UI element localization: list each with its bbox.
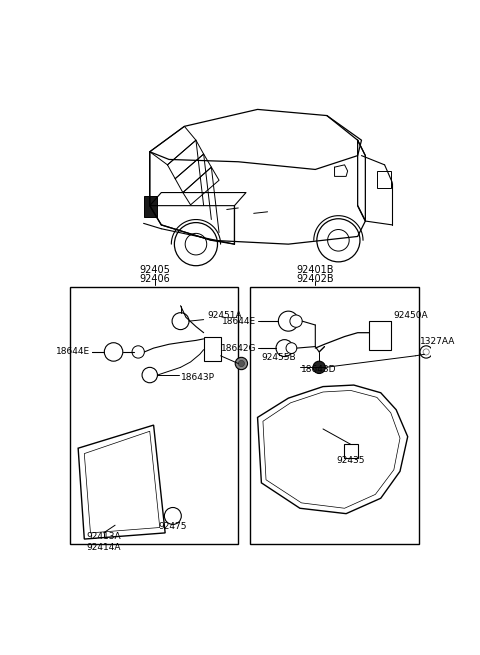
Circle shape	[185, 233, 207, 255]
Circle shape	[313, 361, 325, 373]
Text: 92401B: 92401B	[297, 265, 334, 274]
Circle shape	[286, 343, 297, 354]
Circle shape	[132, 346, 144, 358]
Text: 92405: 92405	[140, 265, 170, 274]
Text: 92475: 92475	[158, 522, 187, 531]
Bar	[71, 286, 238, 544]
Bar	[250, 286, 419, 544]
Bar	[344, 444, 358, 458]
Circle shape	[278, 311, 299, 331]
Text: 92451A: 92451A	[207, 311, 242, 320]
Text: 92455B: 92455B	[262, 353, 296, 362]
Text: 92413A
92414A: 92413A 92414A	[86, 533, 121, 552]
Text: 1327AA: 1327AA	[420, 337, 456, 346]
Circle shape	[104, 343, 123, 361]
Text: 92450A: 92450A	[394, 311, 429, 320]
Text: 92406: 92406	[140, 274, 170, 284]
Circle shape	[164, 508, 181, 525]
Text: 18643D: 18643D	[301, 365, 337, 374]
Text: 18644E: 18644E	[222, 316, 256, 326]
Text: 18642G: 18642G	[220, 344, 256, 352]
Bar	[369, 321, 391, 350]
Circle shape	[317, 219, 360, 262]
Bar	[144, 196, 157, 217]
Text: 92402B: 92402B	[297, 274, 334, 284]
Circle shape	[290, 315, 302, 328]
Circle shape	[276, 340, 293, 356]
Circle shape	[142, 367, 157, 383]
Polygon shape	[84, 431, 160, 533]
Bar	[377, 171, 391, 188]
Polygon shape	[78, 425, 165, 539]
Text: 18643P: 18643P	[180, 373, 215, 382]
Circle shape	[174, 223, 217, 266]
Circle shape	[328, 229, 349, 251]
Circle shape	[238, 360, 244, 367]
Circle shape	[172, 312, 189, 329]
Polygon shape	[263, 390, 400, 508]
Polygon shape	[258, 385, 408, 514]
Text: 18644E: 18644E	[56, 347, 90, 356]
Bar	[204, 337, 221, 361]
Text: 92435: 92435	[336, 456, 365, 465]
Circle shape	[235, 358, 248, 369]
Circle shape	[420, 346, 432, 358]
Circle shape	[423, 349, 429, 355]
